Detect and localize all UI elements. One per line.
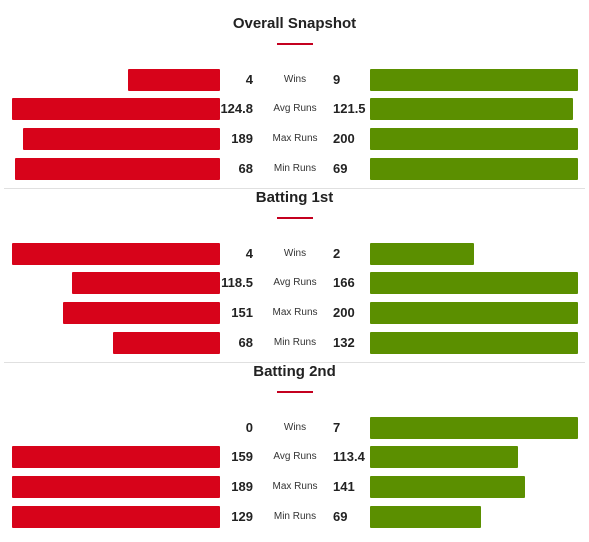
section-divider [4, 188, 585, 189]
stat-label: Min Runs [273, 163, 317, 174]
stat-row: 118.5 Avg Runs 166 [0, 272, 589, 294]
section-underline [277, 217, 313, 219]
right-value: 9 [333, 72, 341, 87]
stat-label: Avg Runs [273, 277, 317, 288]
right-bar [370, 128, 578, 150]
stat-label: Avg Runs [273, 451, 317, 462]
left-value: 189 [231, 131, 253, 146]
right-bar [370, 332, 578, 354]
left-value: 159 [231, 449, 253, 464]
left-bar [128, 69, 220, 91]
stat-label: Min Runs [273, 511, 317, 522]
stat-label: Max Runs [272, 307, 318, 318]
right-bar [370, 243, 474, 265]
section-underline [277, 43, 313, 45]
left-value: 4 [245, 246, 253, 261]
stat-row: 124.8 Avg Runs 121.5 [0, 98, 589, 120]
stat-row: 4 Wins 2 [0, 243, 589, 265]
stat-row: 189 Max Runs 141 [0, 476, 589, 498]
stat-label: Wins [283, 74, 307, 85]
stat-label: Max Runs [272, 133, 318, 144]
right-value: 200 [333, 305, 355, 320]
section-title: Batting 1st [255, 189, 334, 206]
right-bar [370, 98, 573, 120]
right-bar [370, 446, 518, 468]
left-value: 68 [238, 335, 253, 350]
stat-row: 4 Wins 9 [0, 69, 589, 91]
right-bar [370, 476, 525, 498]
left-bar [72, 272, 220, 294]
section-underline [277, 391, 313, 393]
left-bar [23, 128, 220, 150]
left-bar [63, 302, 220, 324]
left-value: 68 [238, 161, 253, 176]
stat-row: 0 Wins 7 [0, 417, 589, 439]
left-value: 151 [231, 305, 253, 320]
right-value: 69 [333, 509, 348, 524]
section-0: Overall Snapshot 4 Wins 9 124.8 Avg Runs 121.5… [0, 0, 589, 189]
stat-label: Avg Runs [273, 103, 317, 114]
left-value: 189 [231, 479, 253, 494]
left-value: 4 [245, 72, 253, 87]
left-bar [12, 506, 220, 528]
stat-label: Max Runs [272, 481, 318, 492]
left-value: 124.8 [220, 101, 253, 116]
stat-row: 129 Min Runs 69 [0, 506, 589, 528]
left-value: 0 [245, 420, 253, 435]
right-value: 121.5 [333, 101, 366, 116]
right-bar [370, 272, 578, 294]
right-value: 69 [333, 161, 348, 176]
section-2: Batting 2nd 0 Wins 7 159 Avg Runs 113.4 189 Max … [0, 348, 589, 528]
right-value: 200 [333, 131, 355, 146]
left-value: 129 [231, 509, 253, 524]
stat-row: 159 Avg Runs 113.4 [0, 446, 589, 468]
right-bar [370, 506, 481, 528]
right-bar [370, 417, 578, 439]
right-value: 2 [333, 246, 341, 261]
right-value: 141 [333, 479, 355, 494]
left-value: 118.5 [221, 275, 253, 290]
section-1: Batting 1st 4 Wins 2 118.5 Avg Runs 166 151 Max … [0, 174, 589, 363]
left-bar [12, 243, 220, 265]
right-value: 113.4 [333, 449, 365, 464]
stat-row: 68 Min Runs 132 [0, 332, 589, 354]
left-bar [12, 446, 220, 468]
section-divider [4, 362, 585, 363]
stat-label: Wins [283, 248, 307, 259]
stat-row: 151 Max Runs 200 [0, 302, 589, 324]
right-bar [370, 302, 578, 324]
stat-row: 68 Min Runs 69 [0, 158, 589, 180]
left-bar [12, 98, 220, 120]
stat-label: Min Runs [273, 337, 317, 348]
stat-label: Wins [283, 422, 307, 433]
left-bar [113, 332, 220, 354]
section-title: Overall Snapshot [232, 15, 357, 32]
stat-row: 189 Max Runs 200 [0, 128, 589, 150]
right-value: 132 [333, 335, 355, 350]
right-value: 7 [333, 420, 341, 435]
left-bar [12, 476, 220, 498]
right-value: 166 [333, 275, 355, 290]
left-bar [15, 158, 220, 180]
section-title: Batting 2nd [253, 363, 336, 380]
right-bar [370, 69, 578, 91]
right-bar [370, 158, 578, 180]
